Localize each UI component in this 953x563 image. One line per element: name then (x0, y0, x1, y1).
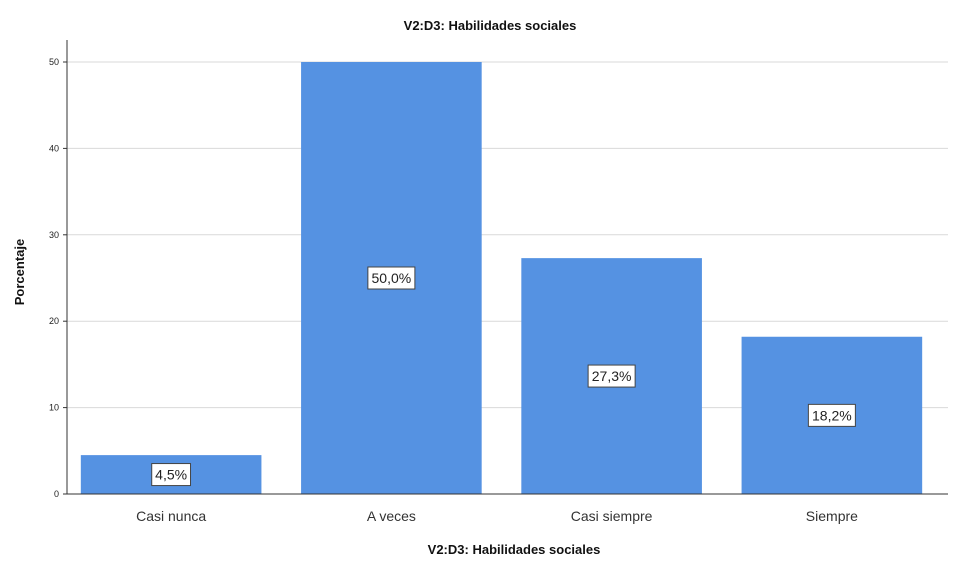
x-tick-label-casi-siempre: Casi siempre (571, 508, 653, 524)
y-tick-label-20: 20 (49, 316, 59, 326)
data-label-a-veces: 50,0% (372, 270, 412, 286)
data-label-casi-nunca: 4,5% (155, 467, 187, 483)
x-tick-label-casi-nunca: Casi nunca (136, 508, 206, 524)
bars (80, 62, 923, 494)
y-axis-ticks: 0 10 20 30 40 50 (49, 57, 67, 499)
chart-title: V2:D3: Habilidades sociales (404, 18, 577, 33)
data-label-box-a-veces (367, 266, 416, 290)
data-label-box-casi-nunca (151, 463, 192, 487)
data-labels: 4,5% 50,0% 27,3% 18,2% (151, 266, 856, 487)
x-tick-label-a-veces: A veces (367, 508, 416, 524)
y-tick-label-40: 40 (49, 143, 59, 153)
y-axis-title: Porcentaje (12, 239, 27, 305)
data-label-box-siempre (807, 403, 856, 427)
data-label-box-casi-siempre (587, 364, 636, 388)
y-tick-label-10: 10 (49, 403, 59, 413)
y-tick-label-50: 50 (49, 57, 59, 67)
y-tick-label-0: 0 (54, 489, 59, 499)
y-tick-label-30: 30 (49, 230, 59, 240)
x-axis-ticks: Casi nunca A veces Casi siempre Siempre (136, 508, 858, 524)
data-label-casi-siempre: 27,3% (592, 368, 632, 384)
x-tick-label-siempre: Siempre (806, 508, 858, 524)
data-label-siempre: 18,2% (812, 407, 852, 423)
x-axis-title: V2:D3: Habilidades sociales (428, 542, 601, 557)
axes (66, 40, 948, 495)
